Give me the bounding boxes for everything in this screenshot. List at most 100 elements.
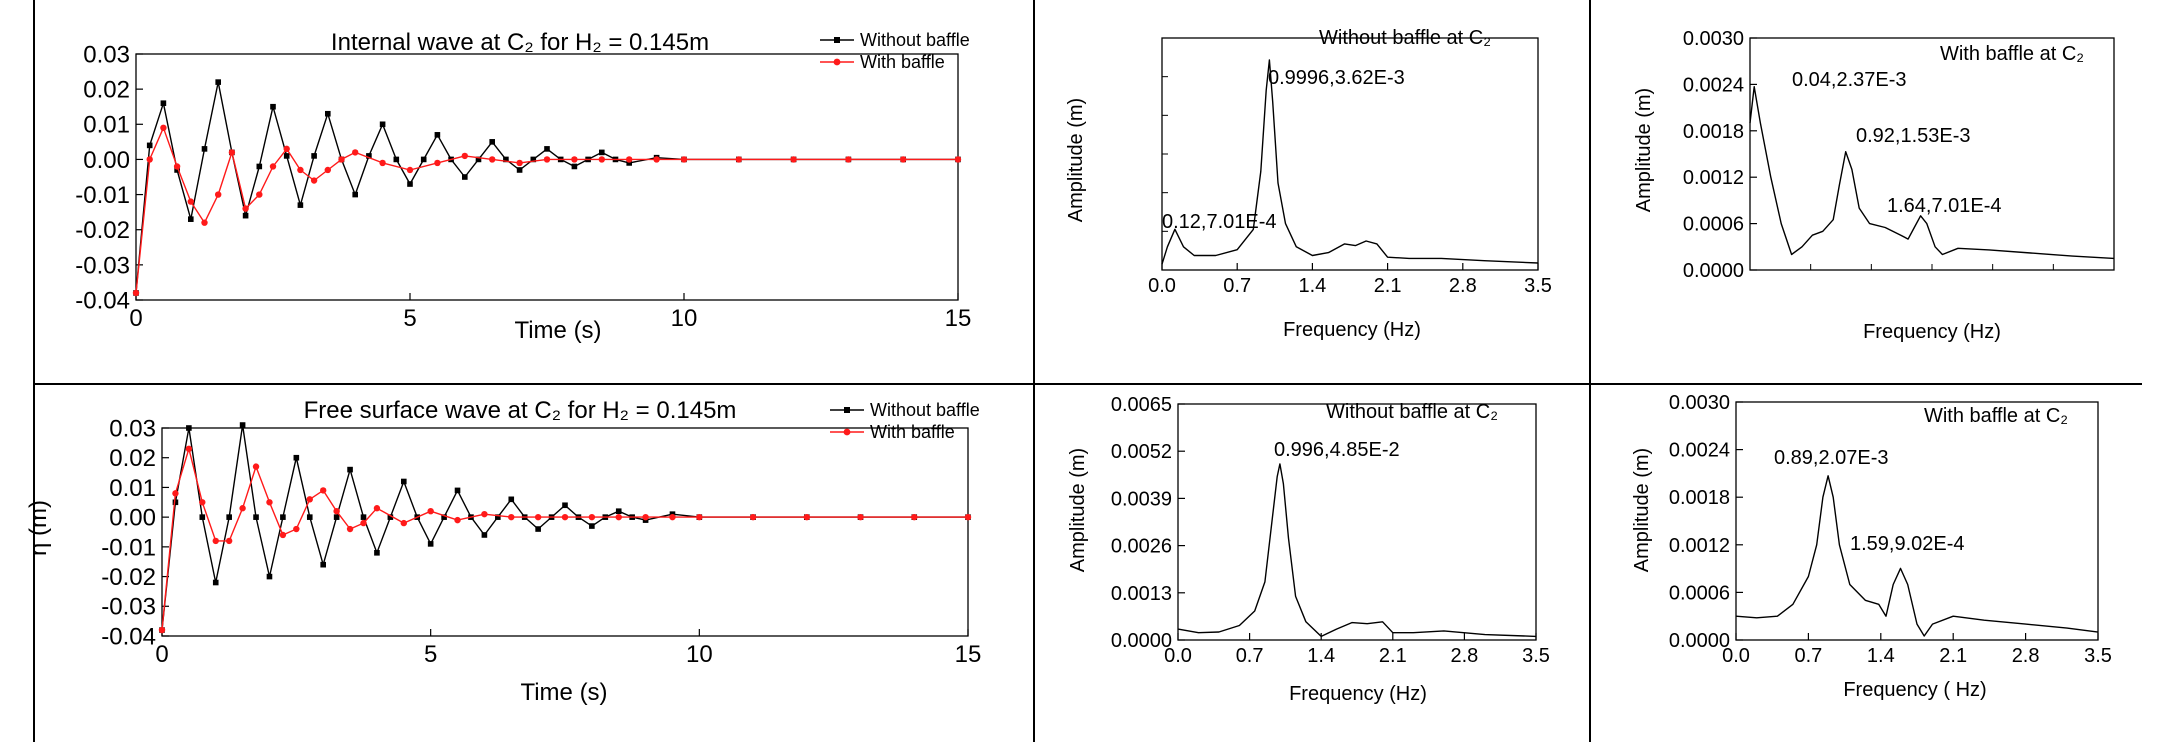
y-tick-label: -0.03 (75, 252, 130, 279)
x-tick-label: 15 (945, 305, 972, 332)
data-point (172, 490, 179, 497)
data-point (253, 514, 259, 520)
data-point (588, 513, 596, 521)
data-point (475, 156, 482, 163)
y-tick-label: 0.03 (109, 415, 156, 442)
without-baffle-line (161, 424, 968, 631)
data-point (516, 159, 523, 167)
data-point (215, 191, 222, 198)
y-tick-label: 0.0030 (1669, 392, 1730, 414)
legend-label: With baffle (870, 422, 955, 442)
data-point (543, 156, 551, 163)
data-point (535, 526, 541, 532)
data-point (516, 167, 523, 173)
data-point (228, 149, 236, 156)
peak-annotation: 1.64,7.01E-4 (1887, 195, 2002, 217)
chart-internal-fft-with-baffle: 0.0000 0.0006 0.0012 0.0018 0.0024 0.0030 With… (1633, 28, 2115, 343)
legend-marker (844, 407, 850, 413)
data-point (352, 149, 359, 156)
data-point (269, 163, 277, 170)
plot-frame (1735, 401, 2099, 641)
x-tick-label: 0 (129, 305, 142, 332)
x-tick-label: 2.1 (1379, 645, 1407, 667)
data-point (252, 463, 260, 470)
data-point (325, 110, 331, 117)
data-point (360, 514, 367, 520)
y-tick-label: 0.00 (83, 147, 130, 174)
data-point (379, 121, 386, 128)
data-point (239, 505, 246, 512)
data-point (911, 513, 918, 521)
data-point (626, 156, 633, 163)
x-axis-label: Frequency (Hz) (1289, 683, 1427, 705)
data-point (215, 79, 221, 85)
data-point (373, 505, 381, 512)
data-point (132, 289, 140, 297)
with-baffle-line (135, 127, 958, 294)
y-tick-label: 0.0030 (1683, 28, 1744, 50)
chart-free-surface-time: 0 5 10 15 -0.04-0.03 -0.02 -0.010.00 0.01 0.02 0.… (25, 397, 981, 706)
y-tick-label: -0.02 (75, 217, 130, 244)
data-point (338, 156, 345, 163)
x-tick-label: 2.8 (2012, 645, 2040, 667)
peak-annotation: 0.92,1.53E-3 (1856, 125, 1971, 147)
data-point (212, 579, 219, 586)
chart-free-fft-without-baffle: 0.0 0.7 1.4 2.1 2.8 3.5 0.0000 0.0013 0.0026 0.00… (1067, 394, 1550, 705)
data-point (530, 156, 537, 163)
x-tick-label: 15 (955, 641, 982, 668)
data-point (347, 466, 353, 473)
legend-label: Without baffle (860, 30, 970, 50)
data-point (266, 573, 273, 580)
data-point (256, 191, 263, 198)
plot-frame (161, 427, 969, 637)
data-point (160, 100, 167, 106)
without-baffle-line (135, 81, 958, 294)
data-point (857, 513, 864, 521)
data-point (283, 145, 290, 153)
data-point (311, 153, 317, 159)
data-point (310, 177, 318, 184)
chart-title: With baffle at C₂ (1924, 405, 2068, 427)
spectrum-line (1735, 475, 2099, 637)
data-point (401, 478, 407, 485)
data-point (599, 149, 605, 156)
data-point (653, 156, 660, 163)
x-tick-label: 0 (155, 641, 168, 668)
peak-annotation: 0.996,4.85E-2 (1274, 439, 1400, 461)
data-point (297, 166, 304, 174)
y-tick-label: 0.00 (109, 505, 156, 532)
data-point (306, 496, 313, 503)
plot-frame (1177, 403, 1537, 641)
x-axis-label: Time (s) (520, 679, 607, 706)
data-point (481, 510, 488, 518)
peak-annotation: 0.89,2.07E-3 (1774, 447, 1889, 469)
y-tick-label: -0.03 (101, 594, 156, 621)
data-point (427, 541, 434, 547)
x-tick-label: 0.7 (1794, 645, 1822, 667)
data-point (735, 156, 742, 163)
y-tick-label: -0.02 (101, 564, 156, 591)
peak-annotation: 0.04,2.37E-3 (1792, 69, 1907, 91)
data-point (279, 531, 287, 539)
chart-free-fft-with-baffle: 0.0 0.7 1.4 2.1 2.8 3.5 0.0000 0.0006 0.0012 0.00… (1631, 392, 2112, 701)
x-tick-label: 10 (671, 305, 698, 332)
data-point (534, 513, 542, 521)
y-axis-label: Amplitude (m) (1633, 88, 1655, 212)
legend-label: Without baffle (870, 400, 980, 420)
data-point (283, 153, 290, 159)
legend-label: With baffle (860, 52, 945, 72)
data-point (669, 513, 676, 521)
y-tick-label: 0.0006 (1669, 582, 1730, 604)
y-tick-label: -0.01 (101, 534, 156, 561)
data-point (239, 422, 246, 428)
data-point (462, 174, 468, 180)
data-point (256, 163, 263, 170)
x-tick-label: 3.5 (2084, 645, 2112, 667)
data-point (346, 525, 354, 533)
x-tick-label: 1.4 (1867, 645, 1895, 667)
data-point (454, 487, 461, 494)
data-point (199, 514, 206, 520)
chart-internal-fft-without-baffle: 0.0 0.7 1.4 2.1 2.8 3.5 Without baffle at C₂ Fr… (1065, 27, 1552, 341)
y-tick-label: 0.0000 (1683, 260, 1744, 282)
data-point (242, 205, 249, 212)
